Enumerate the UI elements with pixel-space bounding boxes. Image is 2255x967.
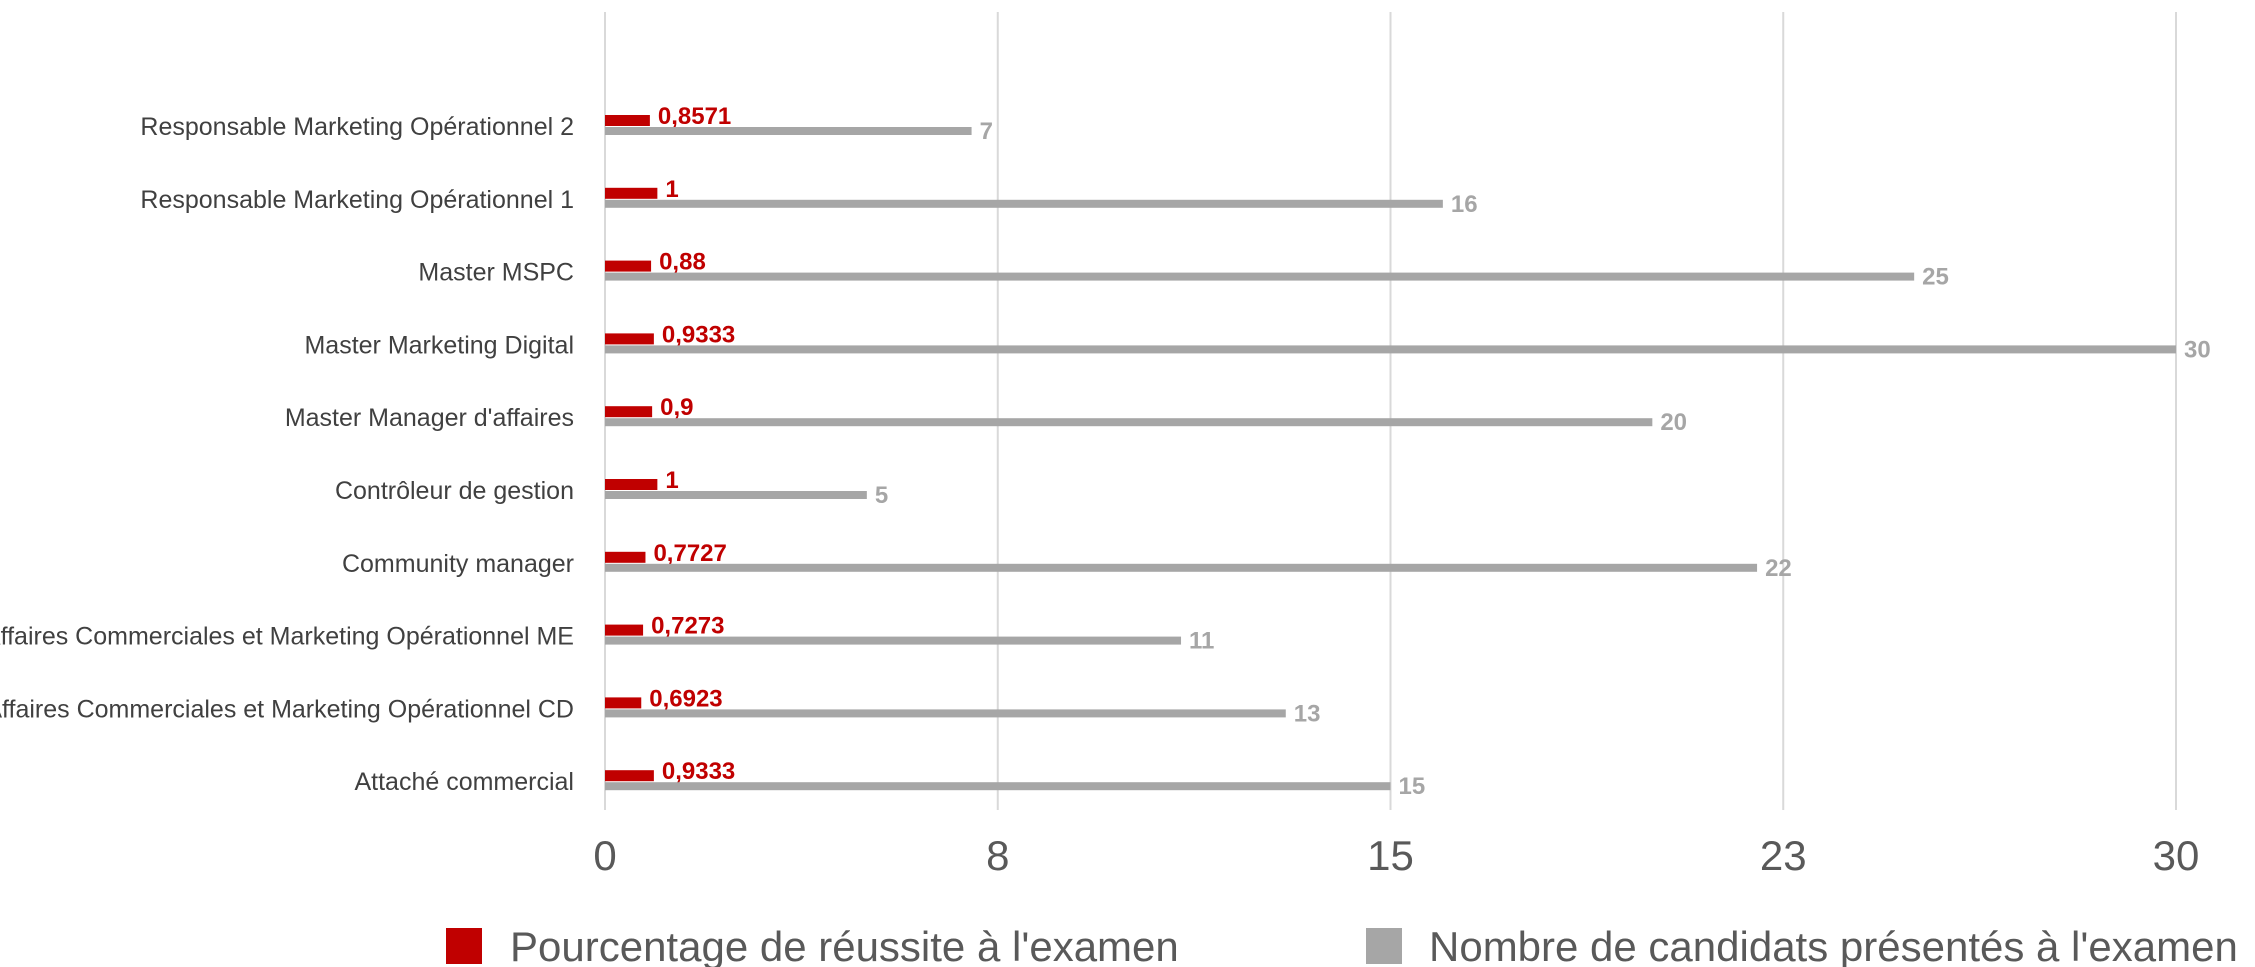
bar-pourcentage: [605, 260, 652, 272]
x-tick-label: 15: [1367, 832, 1414, 879]
category-labels: Responsable Marketing Opérationnel 2 Resp…: [0, 113, 574, 796]
data-label-candidats: 25: [1922, 264, 1949, 291]
data-label-pourcentage: 0,8571: [658, 103, 731, 130]
data-label-pourcentage: 0,6923: [649, 685, 722, 712]
data-label-candidats: 15: [1399, 773, 1426, 800]
category-label: Master MSPC: [418, 259, 574, 287]
category-label: Négociateur en Affaires Commerciales et …: [0, 623, 574, 651]
x-tick-label: 0: [593, 832, 616, 879]
data-label-pourcentage: 0,88: [659, 249, 706, 276]
bar-pourcentage: [605, 770, 654, 782]
data-label-pourcentage: 1: [665, 176, 678, 203]
x-tick-label: 8: [986, 832, 1009, 879]
bar-candidats: [605, 782, 1391, 791]
legend-swatch: [446, 928, 482, 964]
data-label-candidats: 13: [1294, 700, 1321, 727]
bar-pourcentage: [605, 406, 653, 418]
data-label-candidats: 16: [1451, 191, 1478, 218]
bar-pourcentage: [605, 479, 658, 490]
x-axis-ticks: 0 8 15 23 30: [593, 832, 2199, 879]
category-label: Master Marketing Digital: [304, 331, 574, 359]
data-label-candidats: 30: [2184, 336, 2211, 363]
data-label-candidats: 7: [980, 118, 993, 145]
data-label-pourcentage: 0,9333: [662, 321, 735, 348]
data-label-candidats: 22: [1765, 555, 1792, 582]
bar-candidats: [605, 418, 1653, 427]
legend-label: Nombre de candidats présentés à l'examen: [1429, 923, 2238, 967]
bar-candidats: [605, 563, 1758, 572]
category-label: Contrôleur de gestion: [335, 477, 574, 505]
bar-candidats: [605, 272, 1915, 281]
legend: Pourcentage de réussite à l'examen Nombre…: [446, 923, 2238, 967]
bar-pourcentage: [605, 115, 650, 126]
bar-pourcentage: [605, 697, 642, 709]
data-label-pourcentage: 1: [665, 467, 678, 494]
data-label-candidats: 20: [1660, 409, 1687, 436]
category-label: Community manager: [342, 550, 574, 578]
category-label: Responsable Marketing Opérationnel 1: [140, 186, 574, 214]
bar-candidats: [605, 709, 1286, 718]
x-tick-label: 30: [2153, 832, 2200, 879]
bar-candidats: [605, 491, 867, 499]
bar-pourcentage: [605, 551, 646, 563]
x-tick-label: 23: [1760, 832, 1807, 879]
data-label-pourcentage: 0,9333: [662, 758, 735, 785]
legend-label: Pourcentage de réussite à l'examen: [510, 923, 1179, 967]
data-label-pourcentage: 0,7727: [653, 540, 726, 567]
bar-pourcentage: [605, 624, 644, 636]
bar-candidats: [605, 636, 1182, 645]
category-label: Responsable Marketing Opérationnel 2: [140, 113, 574, 141]
bar-candidats: [605, 345, 2176, 354]
category-label: Master Manager d'affaires: [285, 404, 574, 432]
data-label-pourcentage: 0,7273: [651, 613, 724, 640]
bar-candidats: [605, 127, 972, 135]
grid-lines: [604, 12, 2177, 810]
bar-pourcentage: [605, 333, 654, 345]
bar-pourcentage: [605, 187, 658, 199]
category-label: Négociateur en Affaires Commerciales et …: [0, 695, 574, 723]
legend-swatch: [1366, 928, 1402, 964]
data-label-candidats: 11: [1189, 628, 1214, 655]
data-label-pourcentage: 0,9: [660, 394, 693, 421]
category-label: Attaché commercial: [354, 768, 574, 796]
data-label-candidats: 5: [875, 482, 888, 509]
bars: 0,857171160,88250,9333300,920150,7727220…: [605, 103, 2211, 800]
bar-candidats: [605, 199, 1443, 208]
